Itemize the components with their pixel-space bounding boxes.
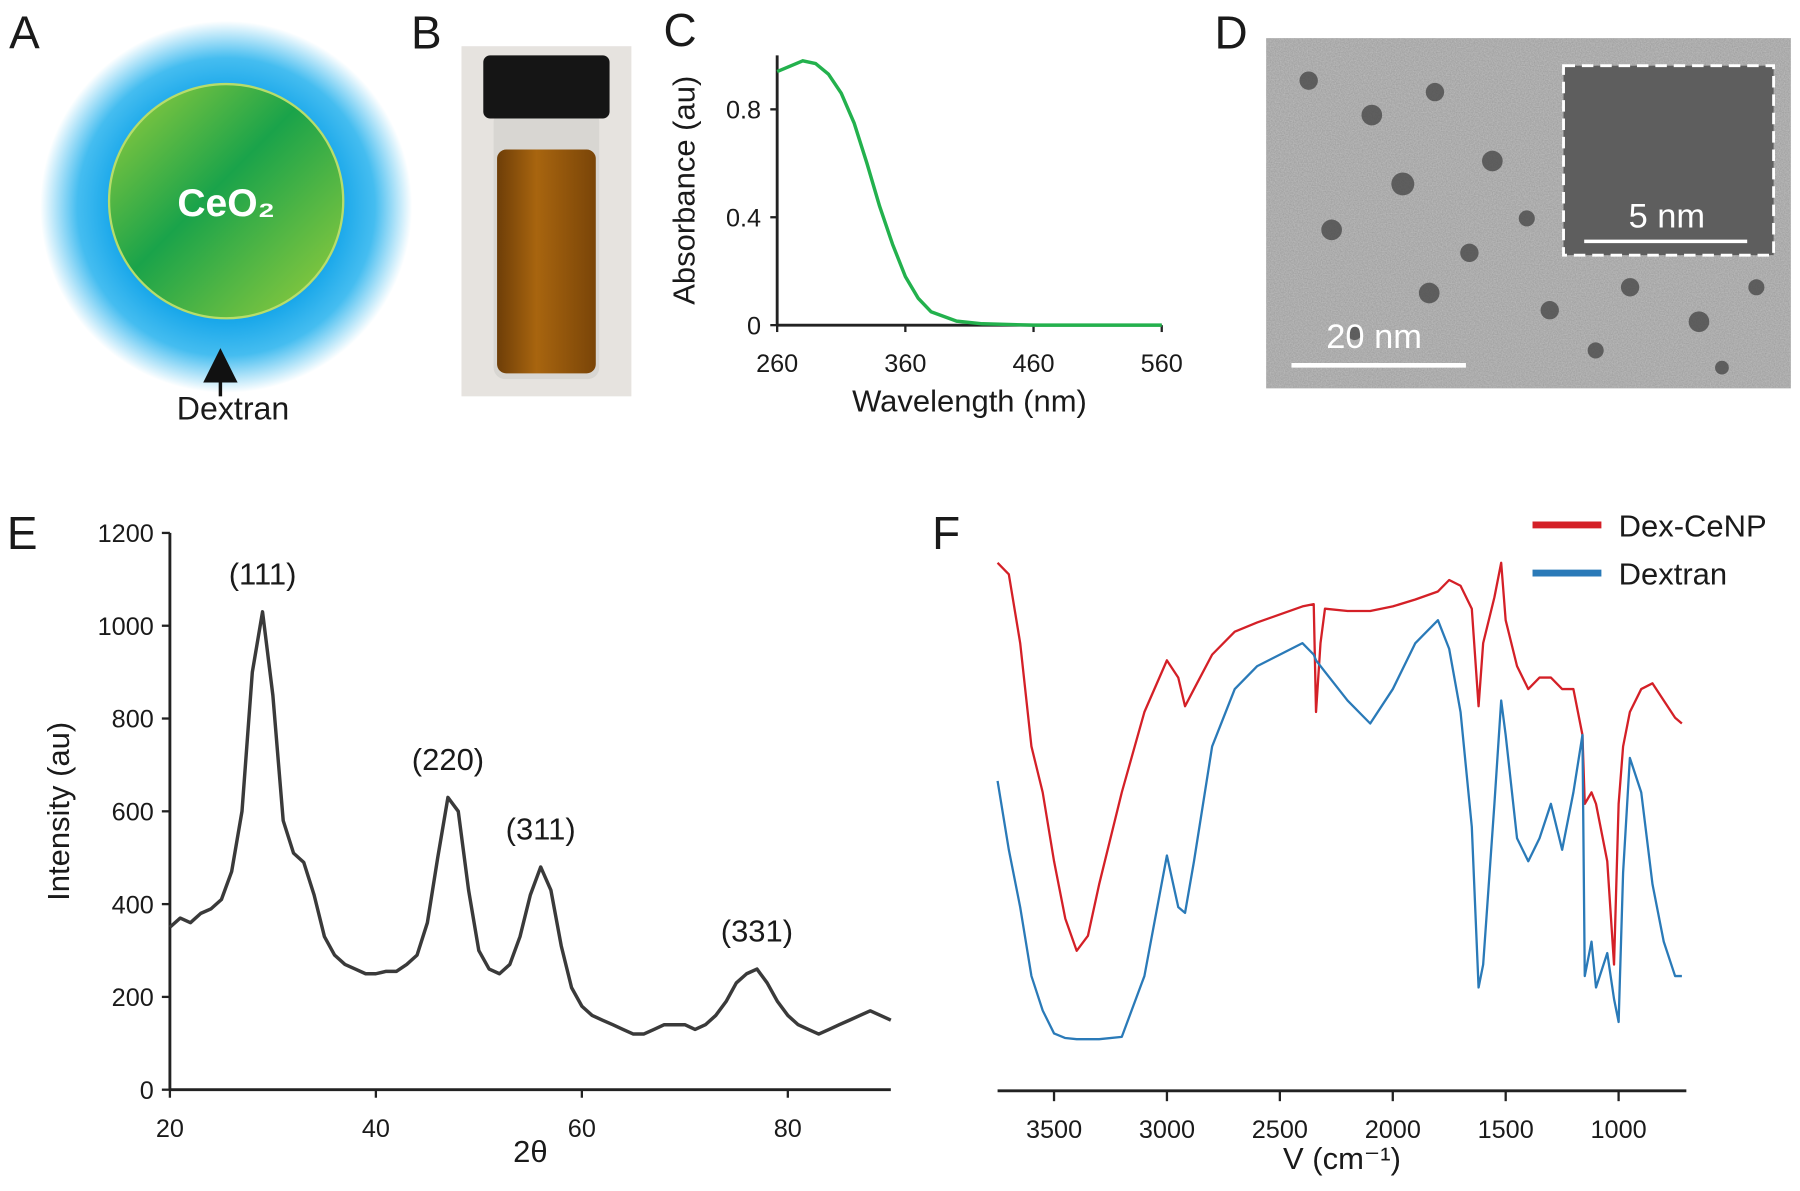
shell-label: Dextran xyxy=(177,390,290,426)
data-line xyxy=(776,59,1162,327)
vial-liquid xyxy=(497,149,596,374)
x-tick-label: 1500 xyxy=(1478,1116,1534,1144)
x-tick-label: 3500 xyxy=(1026,1116,1082,1144)
y-tick-label: 800 xyxy=(112,706,154,734)
y-axis-title: Intensity (au) xyxy=(41,722,76,901)
x-tick-label: 3000 xyxy=(1139,1116,1195,1144)
x-axis-title: V (cm⁻¹) xyxy=(1283,1141,1401,1176)
x-tick-label: 2500 xyxy=(1252,1116,1308,1144)
x-tick-label: 560 xyxy=(1141,350,1183,378)
inset-scale-bar-label: 5 nm xyxy=(1629,198,1706,236)
y-tick-label: 1200 xyxy=(98,520,154,548)
nanoparticles xyxy=(1299,71,1765,375)
x-tick-label: 1000 xyxy=(1591,1116,1647,1144)
x-tick-label: 60 xyxy=(568,1115,596,1143)
vial-cap xyxy=(483,55,610,119)
y-tick-label: 0 xyxy=(140,1077,154,1105)
panel-label: B xyxy=(411,6,442,58)
peak-label: (220) xyxy=(412,742,484,777)
panel-label: E xyxy=(7,507,38,559)
panel-label: C xyxy=(664,4,697,56)
panel-label: F xyxy=(932,507,960,559)
data-line xyxy=(996,561,1683,966)
x-axis-title: Wavelength (nm) xyxy=(852,383,1087,418)
data-line xyxy=(168,610,892,1036)
y-tick-label: 0 xyxy=(747,312,761,340)
panel-label: A xyxy=(9,6,40,58)
y-tick-label: 200 xyxy=(112,984,154,1012)
y-tick-label: 0.4 xyxy=(726,204,761,232)
x-tick-label: 40 xyxy=(362,1115,390,1143)
core-label: CeO₂ xyxy=(177,182,275,225)
x-tick-label: 360 xyxy=(884,350,926,378)
x-tick-label: 460 xyxy=(1012,350,1054,378)
y-tick-label: 600 xyxy=(112,799,154,827)
y-tick-label: 400 xyxy=(112,891,154,919)
legend-label: Dex-CeNP xyxy=(1619,508,1767,543)
x-tick-label: 260 xyxy=(756,350,798,378)
peak-label: (331) xyxy=(721,914,793,949)
peak-label: (311) xyxy=(506,811,576,846)
ceria-core xyxy=(107,82,345,320)
x-axis-title: 2θ xyxy=(513,1134,547,1169)
x-tick-label: 2000 xyxy=(1365,1116,1421,1144)
legend-label: Dextran xyxy=(1619,557,1728,592)
x-tick-label: 20 xyxy=(156,1115,184,1143)
y-axis-title: Absorbance (au) xyxy=(667,76,702,305)
panel-label: D xyxy=(1215,6,1248,58)
peak-label: (111) xyxy=(229,556,297,591)
scale-bar-label: 20 nm xyxy=(1326,318,1422,356)
y-tick-label: 0.8 xyxy=(726,97,761,125)
y-tick-label: 1000 xyxy=(98,613,154,641)
x-tick-label: 80 xyxy=(774,1115,802,1143)
inset xyxy=(1562,64,1776,257)
data-line xyxy=(996,619,1682,1041)
